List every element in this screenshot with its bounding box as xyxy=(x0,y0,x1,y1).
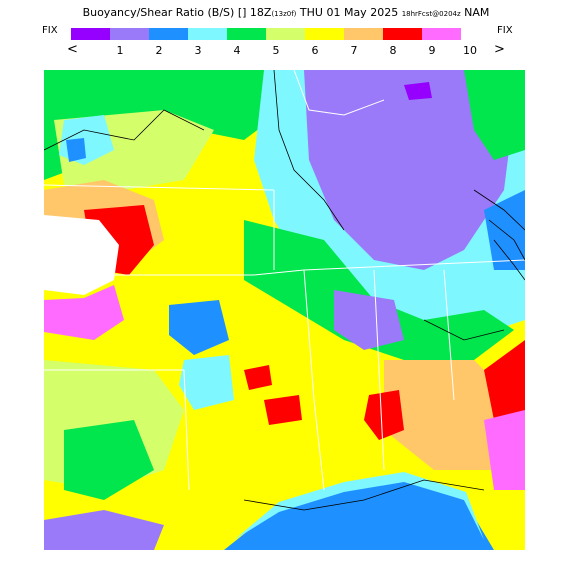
terrain-contours xyxy=(44,70,525,511)
title-forecast: 18hrFcst@0204z xyxy=(401,10,461,18)
legend-swatch-8 xyxy=(344,28,383,40)
legend-swatch-10 xyxy=(422,28,461,40)
region-green-east xyxy=(464,70,525,160)
region-pink-se xyxy=(484,410,525,490)
legend-label-7: 7 xyxy=(350,44,358,57)
legend-label-4: 4 xyxy=(233,44,241,57)
region-green-central xyxy=(244,220,514,360)
region-lavender-sw xyxy=(44,510,164,550)
title-main: Buoyancy/Shear Ratio (B/S) [] 18Z xyxy=(82,6,272,19)
next-arrow-button[interactable]: > xyxy=(494,42,505,57)
region-purple-dot xyxy=(404,82,432,100)
region-green-sw xyxy=(64,420,154,500)
state-boundaries xyxy=(44,70,525,491)
legend-label-3: 3 xyxy=(194,44,202,57)
legend-swatch-6 xyxy=(266,28,305,40)
region-cyan-mid xyxy=(179,355,234,410)
region-red-se2 xyxy=(484,340,525,420)
fix-left-button[interactable]: FIX xyxy=(42,25,58,36)
region-lightorange-se xyxy=(384,360,514,470)
title-date: THU 01 May 2025 xyxy=(299,6,399,19)
fix-right-button[interactable]: FIX xyxy=(497,25,513,36)
legend-label-6: 6 xyxy=(311,44,319,57)
legend-label-5: 5 xyxy=(272,44,280,57)
region-red-mid xyxy=(244,365,272,390)
region-red-mid2 xyxy=(264,395,302,425)
gulf-shore-cyan xyxy=(234,472,484,540)
title-model: NAM xyxy=(464,6,490,19)
legend-swatch-5 xyxy=(227,28,266,40)
region-pink-w xyxy=(44,285,124,340)
region-lavender-east xyxy=(304,70,514,270)
legend-label-1: 1 xyxy=(116,44,124,57)
legend-swatch-7 xyxy=(305,28,344,40)
legend-swatch-1 xyxy=(71,28,110,40)
title-init: (13z0f) xyxy=(271,10,297,18)
region-blue-east xyxy=(484,190,525,270)
legend-label-9: 9 xyxy=(428,44,436,57)
region-blue-nw xyxy=(66,138,86,162)
legend-swatch-3 xyxy=(149,28,188,40)
prev-arrow-button[interactable]: < xyxy=(67,42,78,57)
chart-title: Buoyancy/Shear Ratio (B/S) [] 18Z(13z0f)… xyxy=(0,6,572,19)
legend-label-2: 2 xyxy=(155,44,163,57)
region-red-se1 xyxy=(364,390,404,440)
forecast-map xyxy=(44,70,525,550)
legend-swatch-4 xyxy=(188,28,227,40)
region-blue-mid xyxy=(169,300,229,355)
legend-swatch-2 xyxy=(110,28,149,40)
legend-swatch-9 xyxy=(383,28,422,40)
legend-label-8: 8 xyxy=(389,44,397,57)
region-lavender-central xyxy=(334,290,404,350)
gulf-of-mexico xyxy=(224,480,494,550)
legend-label-10: 10 xyxy=(463,44,477,57)
